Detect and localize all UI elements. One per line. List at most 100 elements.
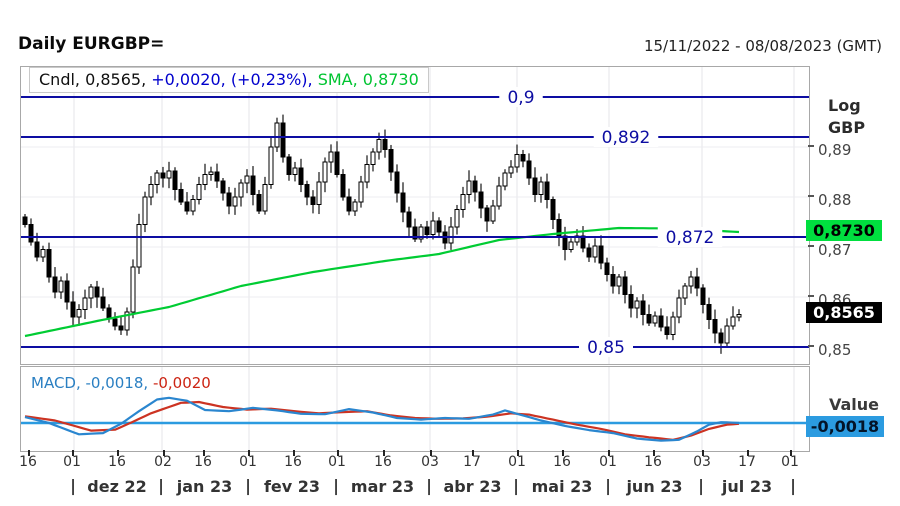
candle-body: [676, 297, 682, 318]
price-axis-tick: [808, 295, 814, 297]
month-label: jul 23: [721, 477, 773, 496]
time-axis-day-label: 01: [599, 454, 617, 470]
macd-value-label: MACD, -0,0018,: [31, 374, 149, 392]
candle-body: [658, 315, 664, 328]
candle-body: [682, 285, 688, 299]
candle-body: [244, 175, 250, 184]
time-axis-day-label: 01: [239, 454, 257, 470]
month-separator: |: [426, 476, 432, 495]
axis-scale-log-label: Log: [828, 96, 861, 115]
candle-body: [352, 201, 358, 212]
time-axis-tick: [72, 450, 74, 456]
time-axis-tick: [117, 450, 119, 456]
time-axis-day-label: 01: [781, 454, 799, 470]
time-axis-tick: [248, 450, 250, 456]
candle-body: [346, 196, 352, 212]
time-axis-tick: [203, 450, 205, 456]
candle-body: [190, 199, 196, 212]
candle-body: [148, 184, 154, 198]
time-axis-tick: [790, 450, 792, 456]
candle-body: [238, 182, 244, 198]
macd-signal-label: -0,0020: [152, 374, 211, 392]
candle-body: [514, 154, 520, 168]
macd-legend: MACD, -0,0018, -0,0020: [31, 374, 211, 392]
candle-body: [208, 171, 214, 175]
candle-body: [250, 175, 256, 195]
candle-body: [52, 276, 58, 293]
candle-body: [616, 276, 622, 287]
candle-body: [340, 174, 346, 198]
candle-body: [160, 172, 166, 179]
candle-body: [412, 226, 418, 240]
time-axis-day-label: 02: [154, 454, 172, 470]
macd-chart[interactable]: [20, 366, 810, 452]
candle-body: [730, 316, 736, 327]
candle-body: [94, 286, 100, 298]
candle-body: [124, 311, 130, 331]
candle-body: [316, 181, 322, 205]
candle-body: [400, 192, 406, 213]
candle-body: [736, 314, 742, 318]
legend-sma-value: SMA, 0,8730: [317, 70, 419, 89]
time-axis-day-label: 16: [553, 454, 571, 470]
time-axis-day-label: 16: [644, 454, 662, 470]
candle-body: [262, 184, 268, 212]
month-separator: |: [605, 476, 611, 495]
candle-body: [604, 262, 610, 275]
candle-body: [196, 184, 202, 200]
month-label: fev 23: [263, 477, 321, 496]
time-axis-tick: [747, 450, 749, 456]
price-axis-tick: [808, 245, 814, 247]
candle-body: [304, 184, 310, 198]
date-range-label: 15/11/2022 - 08/08/2023 (GMT): [643, 37, 882, 55]
level-label: 0,872: [666, 228, 715, 248]
candle-body: [154, 172, 160, 185]
level-label-bg: [499, 87, 543, 107]
time-axis-tick: [702, 450, 704, 456]
candle-body: [712, 319, 718, 334]
month-separator: |: [158, 476, 164, 495]
price-axis-label: 0,89: [818, 141, 852, 159]
candle-body: [694, 276, 700, 289]
candle-body: [46, 249, 52, 278]
candle-body: [292, 167, 298, 175]
axis-currency-label: GBP: [828, 118, 866, 137]
candle-body: [220, 180, 226, 194]
candle-body: [448, 226, 454, 244]
candle-body: [136, 224, 142, 268]
time-axis-tick: [653, 450, 655, 456]
sma-line: [24, 226, 740, 338]
candle-body: [328, 151, 334, 163]
candle-body: [40, 249, 46, 258]
candle-body: [406, 211, 412, 228]
month-label: mar 23: [350, 477, 415, 496]
month-separator: |: [245, 476, 251, 495]
candle-body: [274, 122, 280, 148]
time-axis-tick: [293, 450, 295, 456]
candle-body: [88, 286, 94, 299]
month-separator: |: [698, 476, 704, 495]
price-chart[interactable]: 0,9 0,892 0,872 0,85: [20, 66, 810, 365]
candle-body: [592, 245, 598, 258]
candle-body: [496, 185, 502, 207]
candle-body: [484, 207, 490, 222]
time-axis-tick: [163, 450, 165, 456]
candle-body: [376, 139, 382, 153]
candle-body: [700, 287, 706, 305]
candle-body: [118, 325, 124, 331]
candle-body: [166, 170, 172, 179]
time-axis-day-label: 01: [328, 454, 346, 470]
time-axis-day-label: 16: [19, 454, 37, 470]
candle-body: [568, 241, 574, 250]
candle-body: [586, 247, 592, 258]
macd-line: [24, 396, 740, 442]
sma-price-badge: 0,8730: [806, 220, 882, 241]
candle-body: [670, 316, 676, 335]
price-axis-label: 0,88: [818, 191, 852, 209]
month-separator: |: [333, 476, 339, 495]
candle-body: [562, 235, 568, 250]
candle-body: [268, 146, 274, 185]
candle-body: [502, 172, 508, 187]
price-axis-tick: [808, 145, 814, 147]
candle-body: [130, 266, 136, 313]
